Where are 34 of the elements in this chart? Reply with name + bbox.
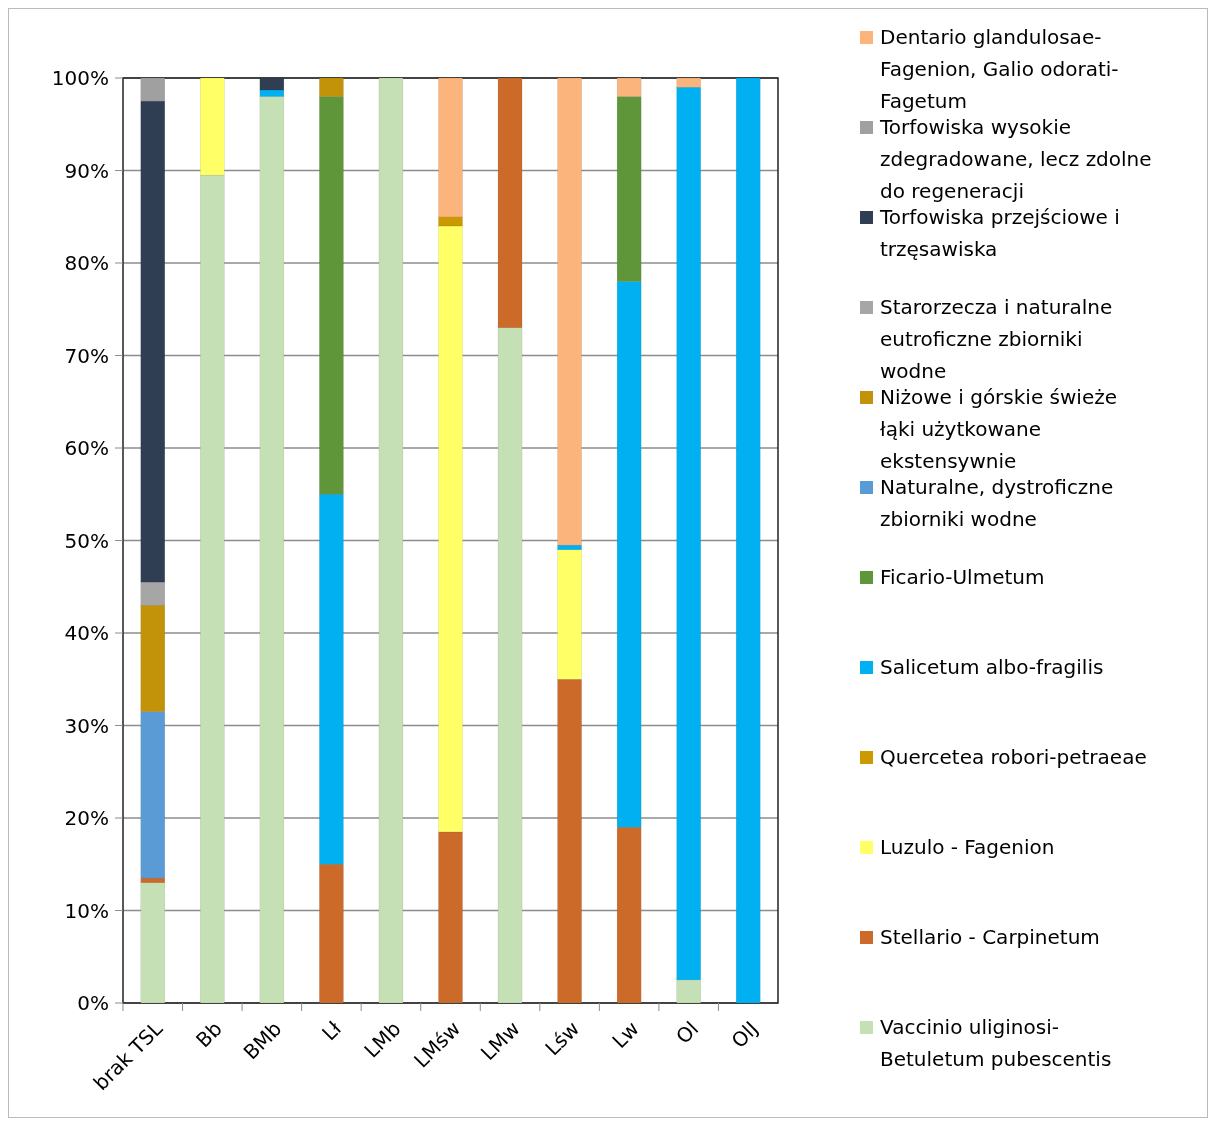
bar bbox=[735, 77, 761, 1004]
y-tick-label: 30% bbox=[64, 713, 109, 738]
legend-label: Torfowiska wysokie zdegradowane, lecz zdolne do regeneracji bbox=[879, 115, 1152, 203]
legend-label: Stellario - Carpinetum bbox=[880, 925, 1100, 949]
bar bbox=[140, 882, 166, 1004]
legend-label: Starorzecza i naturalne eutroficzne zbiorniki wodne bbox=[880, 295, 1113, 383]
y-tick-label: 60% bbox=[64, 436, 109, 460]
x-tick-label: Bb bbox=[191, 1016, 227, 1053]
bar bbox=[378, 77, 404, 1004]
legend-label: Torfowiska przejściowe i trzęsawiska bbox=[879, 205, 1120, 261]
legend-label: Vaccinio uliginosi-Betuletum pubescentis bbox=[880, 1015, 1112, 1071]
x-tick-label: Lw bbox=[607, 1016, 644, 1053]
x-tick-label: Lł bbox=[317, 1016, 347, 1046]
y-tick-label: 0% bbox=[77, 991, 109, 1015]
x-tick-label: OlJ bbox=[726, 1016, 763, 1053]
y-tick-label: 10% bbox=[64, 898, 109, 923]
legend-label: Quercetea robori-petraeae bbox=[880, 745, 1147, 769]
y-tick-label: 80% bbox=[64, 251, 109, 275]
x-tick-label: Lśw bbox=[540, 1016, 585, 1061]
x-tick-label: Ol bbox=[671, 1016, 704, 1049]
legend-label: Ficario-Ulmetum bbox=[880, 565, 1045, 589]
y-tick-label: 50% bbox=[64, 528, 109, 553]
legend-label: Naturalne, dystroficzne zbiorniki wodne bbox=[880, 475, 1114, 531]
y-tick-label: 70% bbox=[64, 343, 109, 368]
bar bbox=[557, 77, 582, 546]
legend-label: Salicetum albo-fragilis bbox=[880, 655, 1104, 679]
y-tick-label: 100% bbox=[51, 66, 109, 90]
legend-label: Niżowe i górskie świeże łąki użytkowane ekstensywnie bbox=[880, 385, 1118, 473]
y-tick-label: 40% bbox=[64, 621, 109, 645]
x-tick-label: LMb bbox=[359, 1016, 406, 1063]
legend-label: Dentario glandulosae-Fagenion, Galio odorati-Fagetum bbox=[880, 25, 1119, 113]
y-tick-label: 90% bbox=[64, 158, 109, 183]
y-tick-label: 20% bbox=[64, 806, 109, 830]
legend-label: Luzulo - Fagenion bbox=[880, 835, 1055, 859]
